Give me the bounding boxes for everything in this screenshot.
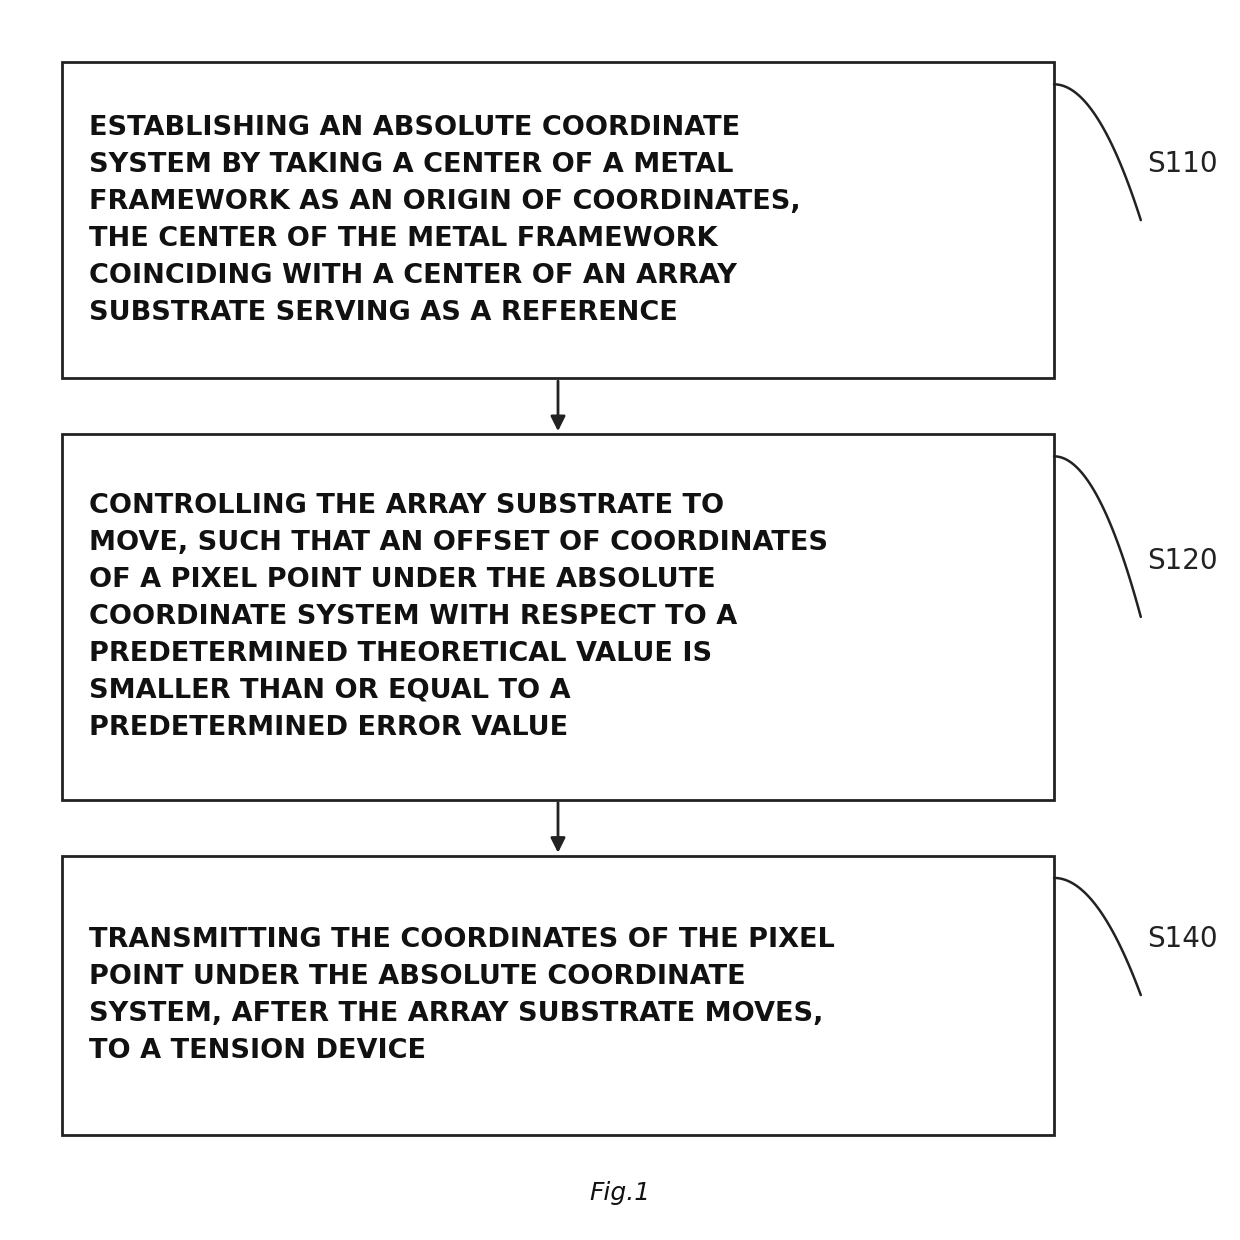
- Text: CONTROLLING THE ARRAY SUBSTRATE TO
MOVE, SUCH THAT AN OFFSET OF COORDINATES
OF A: CONTROLLING THE ARRAY SUBSTRATE TO MOVE,…: [89, 494, 828, 742]
- Text: Fig.1: Fig.1: [589, 1180, 651, 1205]
- Text: S120: S120: [1147, 547, 1218, 575]
- Text: TRANSMITTING THE COORDINATES OF THE PIXEL
POINT UNDER THE ABSOLUTE COORDINATE
SY: TRANSMITTING THE COORDINATES OF THE PIXE…: [89, 926, 835, 1064]
- FancyBboxPatch shape: [62, 856, 1054, 1135]
- FancyBboxPatch shape: [62, 62, 1054, 378]
- Text: S110: S110: [1147, 150, 1218, 179]
- Text: ESTABLISHING AN ABSOLUTE COORDINATE
SYSTEM BY TAKING A CENTER OF A METAL
FRAMEWO: ESTABLISHING AN ABSOLUTE COORDINATE SYST…: [89, 114, 801, 326]
- Text: S140: S140: [1147, 925, 1218, 954]
- FancyBboxPatch shape: [62, 434, 1054, 800]
